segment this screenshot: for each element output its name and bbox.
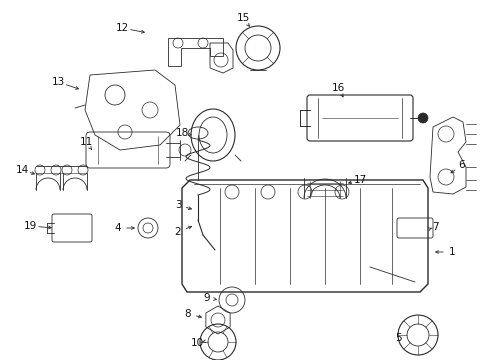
Text: 15: 15 bbox=[236, 13, 249, 23]
Text: 1: 1 bbox=[448, 247, 454, 257]
Text: 7: 7 bbox=[431, 222, 437, 232]
Text: 11: 11 bbox=[79, 137, 92, 147]
Text: 2: 2 bbox=[174, 227, 181, 237]
Text: 18: 18 bbox=[175, 128, 188, 138]
Text: 19: 19 bbox=[23, 221, 37, 231]
Text: 6: 6 bbox=[458, 160, 465, 170]
Text: 3: 3 bbox=[174, 200, 181, 210]
Text: 17: 17 bbox=[353, 175, 366, 185]
Text: 10: 10 bbox=[190, 338, 203, 348]
Text: 5: 5 bbox=[394, 333, 401, 343]
Text: 16: 16 bbox=[331, 83, 344, 93]
Text: 12: 12 bbox=[115, 23, 128, 33]
Text: 4: 4 bbox=[115, 223, 121, 233]
Text: 14: 14 bbox=[15, 165, 29, 175]
Text: 8: 8 bbox=[184, 309, 191, 319]
Text: 13: 13 bbox=[51, 77, 64, 87]
Text: 9: 9 bbox=[203, 293, 210, 303]
Circle shape bbox=[417, 113, 427, 123]
